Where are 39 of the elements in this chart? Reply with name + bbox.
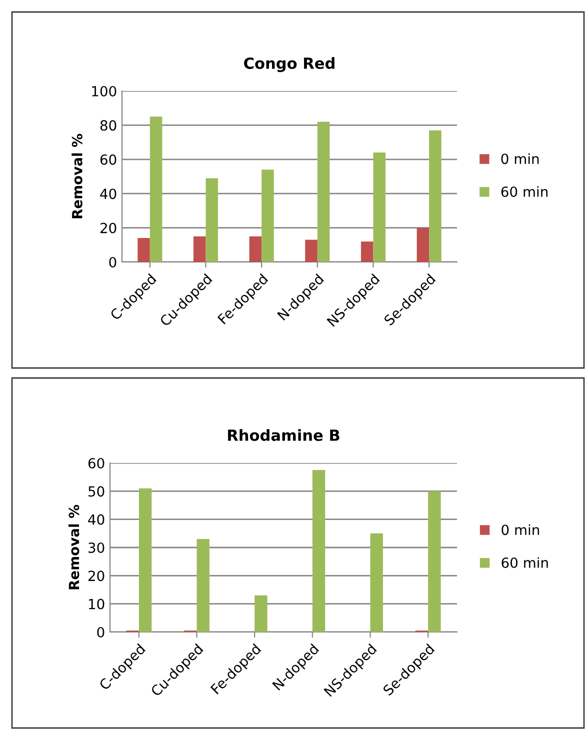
bar	[206, 178, 218, 262]
y-tick-label: 60	[100, 154, 116, 165]
y-tick-label: 60	[88, 458, 104, 468]
y-tick-label: 50	[88, 486, 104, 497]
y-axis-title: Removal %	[68, 504, 80, 590]
bar	[416, 228, 430, 262]
bar	[429, 130, 442, 262]
bar	[312, 470, 326, 632]
bar	[138, 238, 150, 262]
bar	[305, 240, 318, 262]
legend-label: 0 min	[502, 524, 540, 536]
bar	[196, 539, 210, 632]
y-tick-label: 10	[88, 598, 104, 610]
bar	[150, 116, 162, 262]
y-tick-label: 100	[92, 86, 116, 96]
chart-title: Rhodamine B	[228, 429, 340, 441]
y-tick-label: 0	[109, 256, 116, 268]
legend-label: 60 min	[502, 557, 548, 568]
y-tick-label: 0	[97, 626, 104, 638]
bar	[249, 236, 262, 262]
bar	[317, 122, 330, 262]
bar	[262, 170, 274, 262]
y-tick-label: 80	[100, 120, 116, 131]
legend-label: 60 min	[501, 186, 548, 197]
bar	[254, 595, 268, 632]
legend-label: 0 min	[501, 153, 539, 164]
y-tick-label: 20	[100, 222, 116, 234]
bar	[370, 533, 383, 632]
bar	[193, 236, 206, 262]
bar	[428, 491, 441, 632]
bar	[373, 152, 386, 262]
y-tick-label: 30	[88, 542, 104, 553]
bar	[138, 488, 152, 632]
y-tick-label: 40	[88, 514, 104, 525]
y-axis-title: Removal %	[72, 134, 82, 218]
y-tick-label: 20	[88, 570, 104, 582]
chart-title: Congo Red	[244, 57, 334, 72]
y-tick-label: 40	[100, 188, 116, 200]
bar	[360, 241, 374, 262]
